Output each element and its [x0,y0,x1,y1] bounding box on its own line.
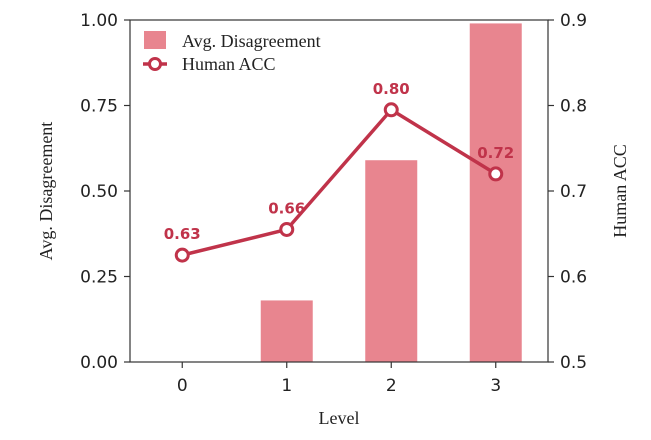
y2-tick-label: 0.6 [560,268,587,288]
bar-series [260,23,522,362]
human-acc-label-1: 0.66 [268,199,305,217]
tick-labels: 0.00 0.25 0.50 0.75 1.00 0.5 0.6 0.7 0.8 0.9 0 1 2 3 [80,11,587,396]
y2-axis-title: Human ACC [610,144,630,238]
x-tick-label: 2 [386,376,397,396]
y2-tick-label: 0.8 [560,97,587,117]
human-acc-label-0: 0.63 [164,225,201,243]
human-acc-label-2: 0.80 [373,80,410,98]
y2-tick-label: 0.9 [560,11,587,31]
y-axis-title: Avg. Disagreement [36,122,56,261]
human-acc-point-0 [174,247,190,263]
x-tick-label: 1 [281,376,292,396]
human-acc-point-2 [383,102,399,118]
x-tick-label: 3 [490,376,501,396]
legend-label-bar: Avg. Disagreement [182,31,321,51]
line-series [174,102,504,263]
legend: Avg. Disagreement Human ACC [143,31,321,74]
data-labels: 0.63 0.66 0.80 0.72 [164,80,515,243]
y-tick-label: 0.25 [80,268,118,288]
y-tick-label: 0.50 [80,182,118,202]
y-tick-label: 0.75 [80,97,118,117]
y2-tick-label: 0.5 [560,353,587,373]
bar-1 [260,300,313,362]
human-acc-point-3 [488,166,504,182]
legend-label-line: Human ACC [182,54,276,74]
x-tick-label: 0 [177,376,188,396]
bar-2 [365,160,418,362]
legend-swatch-bar [144,31,166,49]
human-acc-point-1 [279,221,295,237]
x-axis-title: Level [319,408,360,428]
y2-tick-label: 0.7 [560,182,587,202]
human-acc-line [181,107,497,257]
human-acc-label-3: 0.72 [477,144,514,162]
legend-marker-line [148,57,162,71]
y-tick-label: 0.00 [80,353,118,373]
y-tick-label: 1.00 [80,11,118,31]
bar-3 [469,23,522,362]
